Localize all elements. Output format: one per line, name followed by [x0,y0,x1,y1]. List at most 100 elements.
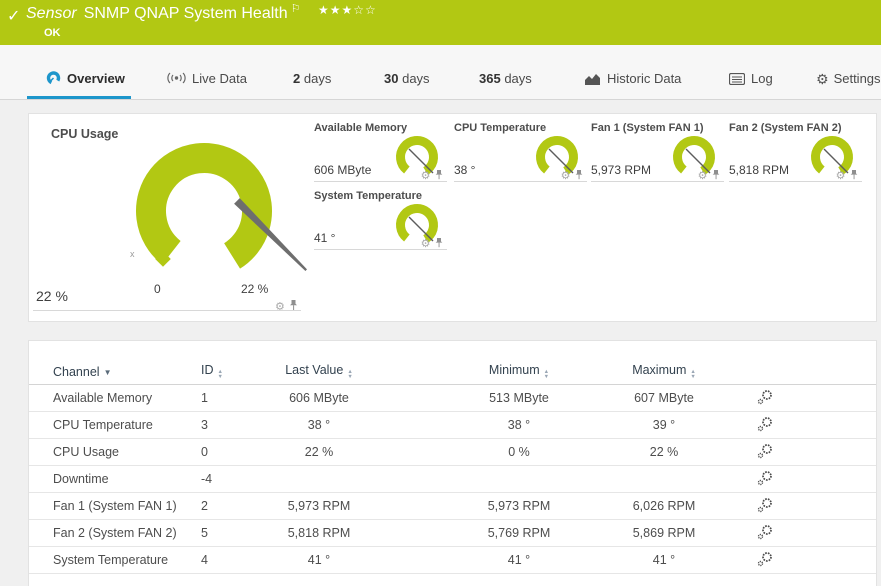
tab-overview-label: Overview [67,71,125,86]
channel-id: 5 [201,526,208,540]
channel-settings-icon[interactable] [754,524,776,543]
tab-log[interactable]: Log [728,69,773,91]
tab-30-days-number: 30 [384,71,399,86]
gauge-needle [234,198,307,271]
cpu-usage-gauge[interactable] [69,126,309,296]
gauge-cell-fan-1[interactable]: Fan 1 (System FAN 1) 5,973 RPM ⚙ [591,122,724,182]
table-row[interactable]: Available Memory 1 606 MByte 513 MByte 6… [29,385,876,412]
column-header-last-value[interactable]: Last Value ▲ ▼ [285,363,353,380]
flag-icon[interactable]: ⚐ [290,3,301,15]
divider [454,181,587,182]
sensor-status-bar: ✓ Sensor SNMP QNAP System Health ⚐ ★★★☆☆ O… [0,0,881,45]
pin-icon[interactable] [575,170,583,180]
channel-id: -4 [201,472,213,486]
channel-minimum: 5,973 RPM [487,499,551,513]
gear-icon[interactable]: ⚙ [420,170,431,182]
gear-icon[interactable]: ⚙ [560,170,571,182]
channel-name[interactable]: Available Memory [53,391,153,405]
gauge-scale-min: 0 [154,282,161,296]
column-header-maximum[interactable]: Maximum ▲ ▼ [632,363,696,380]
tab-settings[interactable]: ⚙ Settings [816,69,881,89]
gauge-cell-value: 5,818 RPM [729,163,790,177]
tab-historic-data[interactable]: Historic Data [585,69,681,89]
divider [729,181,862,182]
priority-stars[interactable]: ★★★☆☆ [318,3,377,17]
gear-icon[interactable]: ⚙ [275,301,285,313]
column-header-minimum[interactable]: Minimum ▲ ▼ [488,363,550,380]
sort-icon: ▲ ▼ [543,369,550,380]
channel-settings-icon[interactable] [754,443,776,462]
channel-id: 1 [201,391,208,405]
tab-30-days[interactable]: 30 days [384,69,430,89]
tab-bar: Overview Live Data 2 days 30 days 365 da… [0,45,881,100]
tab-live-data[interactable]: Live Data [167,69,247,89]
channel-id: 4 [201,553,208,567]
gauge-cell-title: System Temperature [314,190,423,202]
channel-last-value: 5,818 RPM [287,526,351,540]
table-row[interactable]: CPU Usage 0 22 % 0 % 22 % [29,439,876,466]
column-header-id[interactable]: ID ▲ ▼ [201,363,223,380]
channel-settings-icon[interactable] [754,470,776,489]
mini-gauge [811,136,853,178]
channel-last-value: 22 % [304,445,334,459]
gauge-cell-available-memory[interactable]: Available Memory 606 MByte ⚙ [314,122,447,182]
channel-maximum: 22 % [649,445,679,459]
gauge-cell-title: Fan 1 (System FAN 1) [591,122,704,134]
pin-icon[interactable] [435,238,443,248]
column-header-channel[interactable]: Channel ▼ [53,364,112,379]
table-row[interactable]: Fan 2 (System FAN 2) 5 5,818 RPM 5,769 R… [29,520,876,547]
pin-icon[interactable] [850,170,858,180]
tab-log-label: Log [751,71,773,86]
gear-icon[interactable]: ⚙ [420,238,431,250]
channels-table-panel: Channel ▼ ID ▲ ▼ Last Value ▲ ▼ Minimum ▲ ▼ Max… [28,340,877,586]
channel-name[interactable]: System Temperature [53,553,169,567]
table-row[interactable]: Downtime -4 [29,466,876,493]
channel-name[interactable]: Downtime [53,472,109,486]
pin-icon[interactable] [712,170,720,180]
mini-gauge [396,204,438,246]
status-badge: OK [44,27,61,39]
table-row[interactable]: Fan 1 (System FAN 1) 2 5,973 RPM 5,973 R… [29,493,876,520]
channel-last-value: 41 ° [307,553,331,567]
gauge-cell-system-temperature[interactable]: System Temperature 41 ° ⚙ [314,190,447,250]
channel-settings-icon[interactable] [754,389,776,408]
channel-settings-icon[interactable] [754,551,776,570]
gauges-panel: CPU Usage x 0 22 % 22 % ⚙ Available Memo… [28,113,877,322]
channel-last-value: 606 MByte [289,391,349,405]
channel-name[interactable]: CPU Usage [53,445,119,459]
tab-365-days[interactable]: 365 days [479,69,532,89]
active-tab-underline [27,96,131,99]
channel-name[interactable]: Fan 1 (System FAN 1) [53,499,177,513]
status-check-icon: ✓ [7,8,21,25]
divider [314,181,447,182]
gauge-scale-max: 22 % [241,282,269,296]
sensor-title-row: Sensor SNMP QNAP System Health ⚐ [26,3,301,23]
divider [33,310,301,311]
channel-settings-icon[interactable] [754,497,776,516]
table-row[interactable]: CPU Temperature 3 38 ° 38 ° 39 ° [29,412,876,439]
pin-icon[interactable] [289,300,298,311]
tab-historic-data-label: Historic Data [607,71,682,86]
pin-icon[interactable] [435,170,443,180]
gauge-cell-cpu-temperature[interactable]: CPU Temperature 38 ° ⚙ [454,122,587,182]
divider [314,249,447,250]
channels-table: Channel ▼ ID ▲ ▼ Last Value ▲ ▼ Minimum ▲ ▼ Max… [29,359,876,574]
settings-gear-icon: ⚙ [816,71,829,87]
channel-name[interactable]: CPU Temperature [53,418,153,432]
tab-overview[interactable]: Overview [46,69,125,89]
main-gauge-value: 22 % [36,288,68,304]
gear-icon[interactable]: ⚙ [835,170,846,182]
channel-name[interactable]: Fan 2 (System FAN 2) [53,526,177,540]
tab-365-days-label: days [504,71,532,86]
gauge-cell-value: 38 ° [454,163,476,177]
sensor-type-label: Sensor [26,5,77,22]
channel-maximum: 41 ° [652,553,676,567]
table-row[interactable]: System Temperature 4 41 ° 41 ° 41 ° [29,547,876,574]
gauge-cell-fan-2[interactable]: Fan 2 (System FAN 2) 5,818 RPM ⚙ [729,122,862,182]
tab-2-days[interactable]: 2 days [293,69,331,89]
channel-settings-icon[interactable] [754,416,776,435]
gear-icon[interactable]: ⚙ [697,170,708,182]
log-icon [728,71,746,91]
channel-id: 3 [201,418,208,432]
gauge-cell-title: Available Memory [314,122,408,134]
